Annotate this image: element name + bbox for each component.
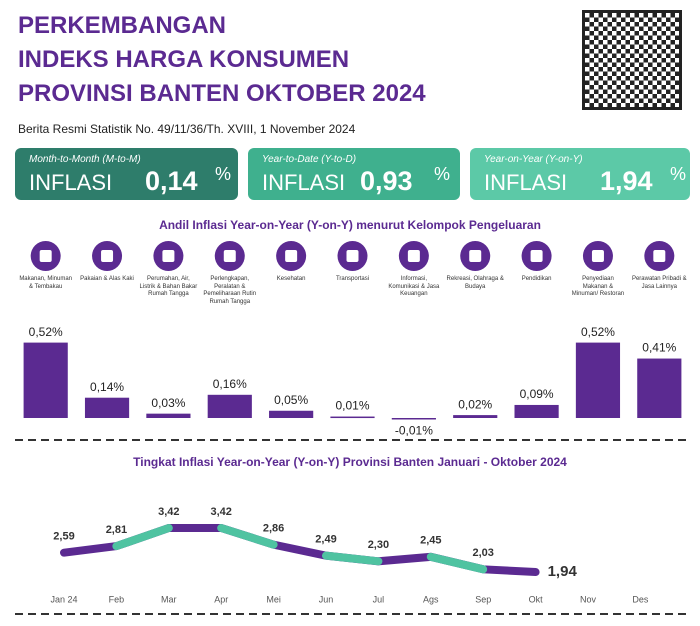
x-tick-label: Okt: [529, 594, 544, 604]
value-label: 2,86: [263, 523, 284, 535]
inflation-card: Month-to-Month (M-to-M) INFLASI 0,14%: [15, 148, 238, 200]
category-label: Rekreasi, Olahraga & Budaya: [446, 276, 504, 290]
card-value: 0,14: [145, 166, 198, 196]
bar: [23, 342, 68, 418]
value-label: 2,30: [368, 539, 389, 551]
value-label: 0,16%: [213, 377, 247, 391]
value-label: 0,52%: [29, 325, 63, 339]
value-label: 2,45: [420, 535, 441, 547]
value-label: 0,14%: [90, 380, 124, 394]
value-label: -0,01%: [395, 424, 433, 438]
title-line: PERKEMBANGAN: [18, 12, 227, 39]
card-value: 1,94: [600, 166, 653, 196]
icon-glyph: [469, 250, 482, 262]
chart-title: Andil Inflasi Year-on-Year (Y-on-Y) menu…: [159, 218, 541, 232]
x-tick-label: Jun: [319, 594, 334, 604]
x-tick-label: Feb: [109, 594, 125, 604]
subtitle: Berita Resmi Statistik No. 49/11/36/Th. …: [18, 122, 356, 136]
category-label: Informasi, Komunikasi & Jasa Keuangan: [388, 276, 440, 297]
bar: [207, 394, 252, 418]
card-label: Year-on-Year (Y-on-Y): [484, 154, 583, 165]
line-segment: [112, 524, 173, 551]
value-label: 0,09%: [520, 387, 554, 401]
bar: [146, 413, 191, 418]
icon-glyph: [162, 250, 175, 262]
icon-glyph: [285, 250, 298, 262]
value-label: 3,42: [158, 506, 179, 518]
card-label: Month-to-Month (M-to-M): [29, 154, 141, 165]
x-tick-label: Des: [632, 594, 649, 604]
bar: [330, 416, 375, 419]
bar: [84, 397, 130, 418]
chart-title: Tingkat Inflasi Year-on-Year (Y-on-Y) Pr…: [133, 455, 567, 469]
value-label: 0,05%: [274, 393, 308, 407]
icon-glyph: [530, 250, 543, 262]
category-label: Kesehatan: [276, 276, 306, 282]
x-tick-label: Apr: [214, 594, 228, 604]
inflation-card: Year-to-Date (Y-to-D) INFLASI 0,93%: [248, 148, 460, 200]
line-segment: [426, 552, 488, 574]
category-label: Pendidikan: [521, 276, 552, 282]
card-name: INFLASI: [262, 170, 346, 195]
value-label: 0,03%: [151, 396, 185, 410]
title-line: INDEKS HARGA KONSUMEN: [18, 46, 350, 73]
bar: [269, 410, 314, 418]
value-label: 2,03: [472, 547, 493, 559]
icon-glyph: [39, 250, 52, 262]
value-label: 2,49: [315, 534, 336, 546]
x-tick-label: Sep: [475, 594, 491, 604]
bar: [453, 415, 498, 418]
icon-glyph: [591, 250, 604, 262]
bar: [514, 404, 559, 418]
icon-glyph: [223, 250, 236, 262]
icon-glyph: [101, 250, 114, 262]
icon-glyph: [653, 250, 666, 262]
icon-glyph: [346, 250, 359, 262]
card-name: INFLASI: [29, 170, 113, 195]
value-label: 0,02%: [458, 397, 492, 411]
card-value: 0,93: [360, 166, 413, 196]
bar: [391, 418, 436, 420]
x-tick-label: Mei: [266, 594, 281, 604]
bar: [637, 358, 682, 418]
card-unit: %: [434, 164, 451, 184]
card-name: INFLASI: [484, 170, 568, 195]
x-tick-label: Jan 24: [50, 594, 77, 604]
value-label: 3,42: [210, 506, 231, 518]
category-label: Penyediaan Makanan & Minuman/ Restoran: [571, 276, 625, 297]
icon-glyph: [407, 250, 420, 262]
x-tick-label: Ags: [423, 594, 439, 604]
value-label: 0,41%: [642, 341, 676, 355]
category-label: Perumahan, Air, Listrik & Bahan Bakar Ru…: [139, 276, 198, 297]
value-label: 2,81: [106, 524, 127, 536]
x-tick-label: Nov: [580, 594, 597, 604]
category-label: Perawatan Pribadi & Jasa Lainnya: [631, 276, 687, 290]
card-unit: %: [215, 164, 232, 184]
qr-code: [582, 10, 682, 110]
value-label: 1,94: [548, 563, 578, 580]
card-label: Year-to-Date (Y-to-D): [262, 154, 357, 165]
title-line: PROVINSI BANTEN OKTOBER 2024: [18, 80, 426, 107]
inflation-card: Year-on-Year (Y-on-Y) INFLASI 1,94%: [470, 148, 690, 200]
line-segment: [322, 551, 383, 566]
card-unit: %: [670, 164, 687, 184]
category-label: Transportasi: [335, 276, 370, 282]
category-label: Makanan, Minuman & Tembakau: [19, 276, 73, 290]
x-tick-label: Jul: [373, 594, 385, 604]
value-label: 2,59: [53, 531, 74, 543]
x-tick-label: Mar: [161, 594, 177, 604]
category-label: Perlengkapan, Peralatan & Pemeliharaan R…: [203, 276, 257, 305]
bar: [575, 342, 621, 418]
line-segment: [217, 524, 278, 549]
value-label: 0,52%: [581, 325, 615, 339]
value-label: 0,01%: [335, 399, 369, 413]
category-label: Pakaian & Alas Kaki: [80, 276, 134, 282]
